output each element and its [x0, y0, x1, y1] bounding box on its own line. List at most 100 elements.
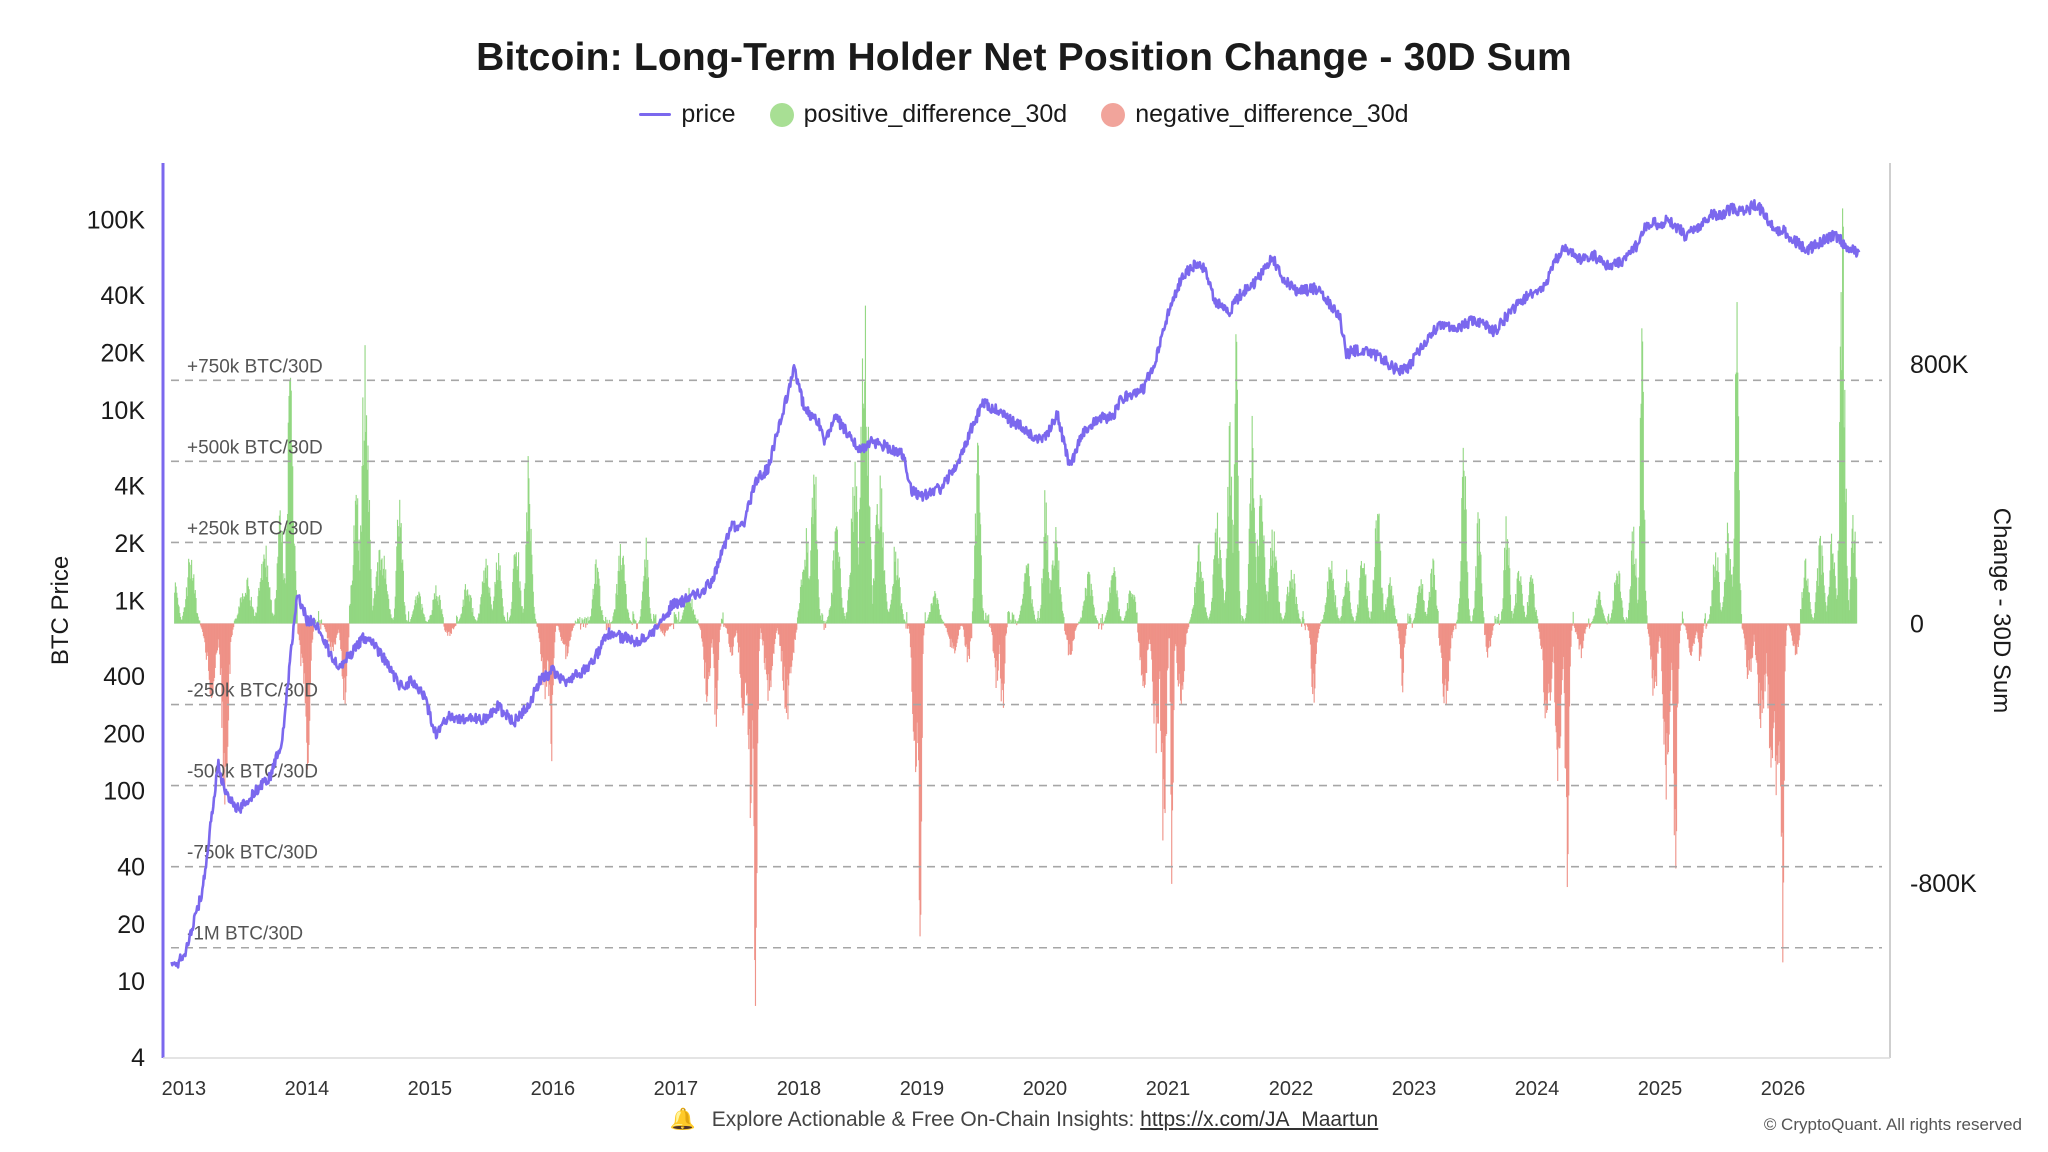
x-tick-label: 2022: [1269, 1078, 1314, 1100]
positive-bar: [1623, 619, 1625, 624]
positive-bar: [1234, 403, 1236, 624]
positive-bar: [419, 593, 421, 624]
negative-bar: [761, 623, 763, 640]
negative-bar: [1573, 623, 1575, 627]
positive-bar: [836, 526, 838, 624]
positive-bar: [600, 610, 602, 624]
positive-bar: [1462, 447, 1464, 624]
positive-bar: [1082, 605, 1084, 624]
positive-bar: [1536, 615, 1538, 624]
positive-bar: [405, 614, 407, 624]
negative-bar: [1556, 623, 1558, 750]
positive-bar: [1643, 510, 1645, 624]
negative-bar: [206, 623, 208, 653]
positive-bar: [1529, 581, 1531, 624]
negative-bar: [1065, 623, 1067, 636]
negative-bar: [1678, 623, 1680, 669]
positive-bar: [619, 571, 621, 624]
negative-bar: [346, 623, 348, 656]
positive-bar: [1608, 621, 1610, 624]
positive-bar: [1341, 606, 1343, 624]
positive-bar: [401, 562, 403, 624]
negative-bar: [549, 623, 551, 706]
positive-bar: [190, 564, 192, 624]
positive-bar: [1514, 605, 1516, 624]
positive-bar: [365, 431, 367, 624]
positive-bar: [1727, 533, 1729, 624]
negative-bar: [743, 623, 745, 705]
positive-bar: [1461, 476, 1464, 624]
positive-bar: [1510, 610, 1512, 624]
negative-bar: [951, 623, 953, 648]
positive-bar: [1242, 616, 1244, 624]
positive-bar: [897, 558, 899, 624]
positive-bar: [197, 616, 199, 624]
positive-bar: [1596, 599, 1598, 624]
positive-bar: [1052, 560, 1054, 624]
negative-bar: [331, 623, 333, 643]
x-tick-label: 2023: [1392, 1078, 1437, 1100]
legend-label: price: [681, 100, 736, 128]
negative-bar: [1173, 623, 1175, 711]
negative-bar: [226, 623, 228, 772]
positive-bar: [181, 619, 183, 624]
positive-bar: [602, 615, 604, 624]
positive-bar: [1043, 536, 1045, 624]
footer-link[interactable]: https://x.com/JA_Maartun: [1140, 1108, 1379, 1131]
positive-bar: [819, 609, 821, 624]
negative-bar: [991, 623, 993, 636]
positive-bar: [430, 614, 433, 624]
positive-bar: [1326, 581, 1329, 624]
negative-bar: [1402, 623, 1405, 673]
positive-bar: [250, 596, 252, 624]
negative-bar: [923, 623, 926, 629]
positive-bar: [188, 562, 190, 624]
negative-bar: [946, 623, 948, 633]
positive-bar: [1505, 516, 1507, 624]
positive-bar: [262, 561, 264, 624]
positive-bar: [464, 589, 466, 624]
positive-bar: [236, 618, 238, 624]
positive-bar: [1726, 522, 1729, 624]
legend-item-price[interactable]: price: [639, 100, 736, 129]
negative-bar: [793, 623, 795, 654]
positive-bar: [818, 597, 820, 624]
positive-bar: [509, 615, 512, 624]
positive-bar: [1839, 346, 1841, 624]
positive-bar: [1241, 620, 1243, 624]
positive-bar: [812, 524, 814, 624]
legend-item-negative[interactable]: negative_difference_30d: [1101, 100, 1409, 129]
positive-bar: [1724, 579, 1726, 624]
positive-bar: [1615, 580, 1617, 624]
positive-bar: [1809, 601, 1811, 624]
positive-bar: [1721, 607, 1723, 624]
negative-bar: [1442, 623, 1444, 684]
positive-bar: [1739, 583, 1741, 624]
negative-bar: [656, 623, 658, 626]
positive-bar: [1208, 616, 1210, 624]
positive-bar: [613, 612, 615, 624]
negative-bar: [1590, 623, 1592, 625]
positive-bar: [1841, 370, 1843, 624]
positive-bar: [239, 607, 241, 624]
positive-bar: [1506, 549, 1508, 624]
positive-bar: [1190, 617, 1192, 624]
negative-bar: [1064, 623, 1066, 631]
positive-bar: [1616, 575, 1619, 624]
positive-bar: [1838, 540, 1840, 624]
positive-bar: [652, 622, 654, 624]
positive-bar: [264, 567, 266, 624]
positive-bar: [1257, 545, 1259, 624]
positive-bar: [801, 585, 803, 624]
legend-item-positive[interactable]: positive_difference_30d: [769, 100, 1067, 129]
positive-bar: [1433, 560, 1435, 624]
positive-bar: [1126, 602, 1129, 624]
negative-bar: [754, 623, 756, 961]
positive-bar: [1062, 613, 1064, 624]
positive-bar: [475, 621, 478, 624]
positive-bar: [1412, 621, 1414, 624]
negative-bar: [1574, 623, 1576, 633]
positive-bar: [689, 603, 692, 624]
negative-bar: [752, 623, 754, 749]
